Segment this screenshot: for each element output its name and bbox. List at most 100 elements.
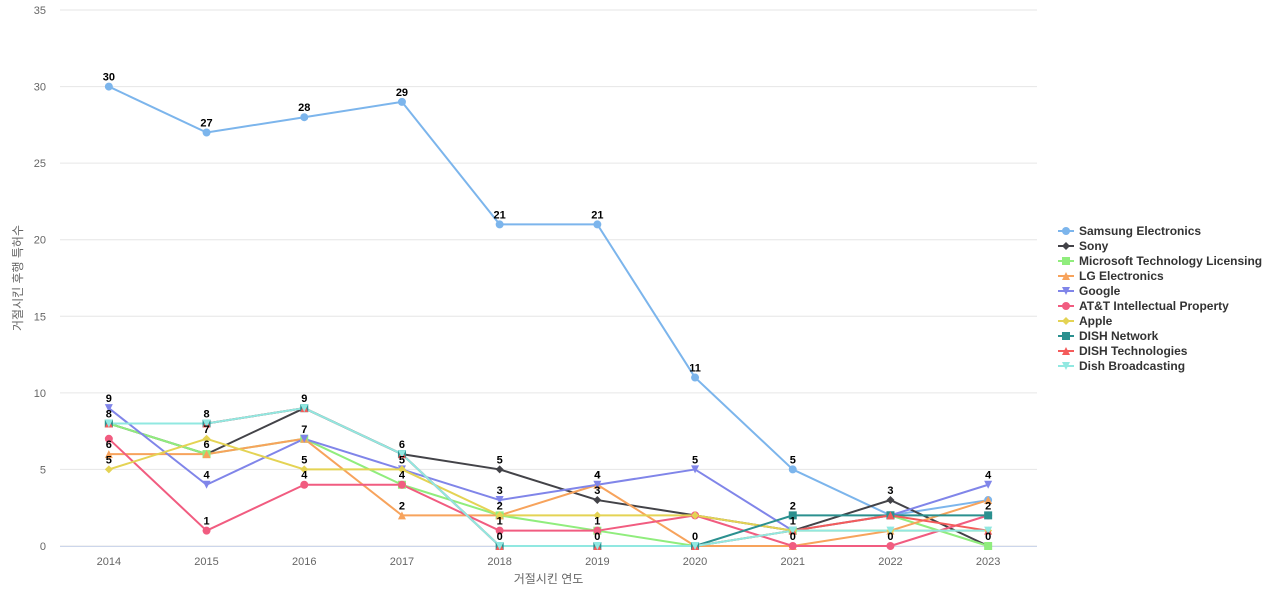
legend-label: Dish Broadcasting: [1079, 359, 1185, 373]
data-point-google[interactable]: [495, 496, 504, 505]
x-tick-label: 2014: [97, 556, 121, 568]
data-point-dish-broadcasting[interactable]: [886, 526, 895, 535]
data-point-dish-broadcasting[interactable]: [300, 404, 309, 413]
data-point-google[interactable]: [202, 480, 211, 489]
data-point-lg-electronics[interactable]: [984, 496, 993, 505]
data-point-lg-electronics[interactable]: [202, 450, 211, 459]
data-point-dish-broadcasting[interactable]: [104, 419, 113, 428]
data-label-samsung-electronics: 29: [396, 87, 408, 99]
data-point-apple[interactable]: [691, 511, 700, 520]
series-line-dish-broadcasting[interactable]: [108, 407, 989, 547]
data-label-sony: 3: [887, 485, 893, 497]
data-point-dish-broadcasting[interactable]: [593, 542, 602, 550]
data-label-lg-electronics: 4: [594, 470, 601, 482]
legend-item-apple[interactable]: Apple: [1058, 314, 1113, 328]
data-point-dish-network[interactable]: [984, 511, 993, 520]
data-point-google[interactable]: [300, 434, 309, 443]
data-point-lg-electronics[interactable]: [104, 450, 113, 459]
legend-symbol[interactable]: [1062, 347, 1070, 355]
y-tick-label: 0: [40, 541, 46, 553]
series-line-dish-technologies[interactable]: [108, 407, 989, 547]
data-label-samsung-electronics: 27: [200, 118, 212, 130]
data-point-sony[interactable]: [886, 496, 895, 505]
data-label-sony: 5: [497, 454, 503, 466]
data-point-samsung-electronics[interactable]: [788, 465, 797, 474]
data-point-at-t-intellectual-property[interactable]: [104, 434, 113, 443]
series-line-dish-network[interactable]: [108, 407, 989, 547]
data-point-samsung-electronics[interactable]: [202, 128, 211, 137]
data-point-google[interactable]: [691, 465, 700, 474]
legend-symbol[interactable]: [1062, 272, 1070, 280]
legend-symbol[interactable]: [1062, 362, 1070, 370]
data-point-dish-broadcasting[interactable]: [984, 526, 993, 535]
data-label-samsung-electronics: 21: [591, 209, 603, 221]
data-point-dish-broadcasting[interactable]: [691, 542, 700, 550]
data-point-samsung-electronics[interactable]: [397, 97, 406, 106]
series-line-lg-electronics[interactable]: [108, 437, 989, 547]
data-point-at-t-intellectual-property[interactable]: [788, 542, 797, 550]
data-label-apple: 7: [203, 424, 209, 436]
data-point-apple[interactable]: [104, 465, 113, 474]
data-label-google: 4: [203, 470, 210, 482]
data-point-dish-network[interactable]: [788, 511, 797, 520]
data-point-apple[interactable]: [593, 511, 602, 520]
legend-item-sony[interactable]: Sony: [1058, 239, 1109, 253]
data-point-at-t-intellectual-property[interactable]: [397, 480, 406, 489]
data-point-dish-broadcasting[interactable]: [397, 450, 406, 459]
data-point-sony[interactable]: [495, 465, 504, 474]
data-point-google[interactable]: [104, 404, 113, 413]
legend-symbol[interactable]: [1062, 302, 1070, 310]
data-point-apple[interactable]: [495, 511, 504, 520]
series-line-sony[interactable]: [108, 407, 989, 547]
legend-item-dish-network[interactable]: DISH Network: [1058, 329, 1159, 343]
data-label-at-t-intellectual-property: 1: [594, 516, 600, 528]
legend-symbol[interactable]: [1062, 287, 1070, 295]
data-point-samsung-electronics[interactable]: [691, 373, 700, 382]
legend-symbol[interactable]: [1062, 257, 1070, 265]
legend-item-dish-technologies[interactable]: DISH Technologies: [1058, 344, 1188, 358]
legend-label: Apple: [1079, 314, 1113, 328]
data-point-dish-broadcasting[interactable]: [788, 526, 797, 535]
data-point-at-t-intellectual-property[interactable]: [202, 526, 211, 535]
data-point-samsung-electronics[interactable]: [495, 220, 504, 229]
legend-item-microsoft-technology-licensing[interactable]: Microsoft Technology Licensing: [1058, 254, 1262, 268]
data-point-at-t-intellectual-property[interactable]: [886, 542, 895, 550]
data-point-dish-broadcasting[interactable]: [495, 542, 504, 550]
legend-item-at-t-intellectual-property[interactable]: AT&T Intellectual Property: [1058, 299, 1229, 313]
legend-symbol[interactable]: [1062, 227, 1070, 235]
x-tick-label: 2023: [976, 556, 1000, 568]
gridlines: [60, 9, 1037, 547]
legend-label: LG Electronics: [1079, 269, 1164, 283]
x-tick-label: 2018: [487, 556, 511, 568]
data-point-samsung-electronics[interactable]: [593, 220, 602, 229]
data-point-google[interactable]: [984, 480, 993, 489]
series-line-at-t-intellectual-property[interactable]: [108, 438, 989, 547]
data-point-apple[interactable]: [300, 465, 309, 474]
legend-item-google[interactable]: Google: [1058, 284, 1121, 298]
legend-symbol[interactable]: [1062, 317, 1070, 325]
data-point-samsung-electronics[interactable]: [300, 113, 309, 122]
data-point-samsung-electronics[interactable]: [104, 82, 113, 91]
data-label-dish-network: 0: [594, 531, 600, 543]
data-point-dish-broadcasting[interactable]: [202, 419, 211, 428]
data-point-lg-electronics[interactable]: [397, 511, 406, 520]
data-point-sony[interactable]: [593, 496, 602, 505]
legend-symbol[interactable]: [1062, 242, 1070, 250]
series-line-samsung-electronics[interactable]: [108, 85, 989, 517]
data-label-at-t-intellectual-property: 1: [203, 516, 209, 528]
data-point-apple[interactable]: [397, 465, 406, 474]
legend-item-lg-electronics[interactable]: LG Electronics: [1058, 269, 1164, 283]
legend-item-dish-broadcasting[interactable]: Dish Broadcasting: [1058, 359, 1185, 373]
data-point-dish-technologies[interactable]: [886, 511, 895, 520]
legend-symbol[interactable]: [1062, 332, 1070, 340]
data-point-apple[interactable]: [202, 434, 211, 443]
data-point-google[interactable]: [593, 480, 602, 489]
legend-item-samsung-electronics[interactable]: Samsung Electronics: [1058, 224, 1201, 238]
data-label-at-t-intellectual-property: 4: [301, 470, 308, 482]
data-point-at-t-intellectual-property[interactable]: [593, 526, 602, 535]
data-point-at-t-intellectual-property[interactable]: [300, 480, 309, 489]
data-point-at-t-intellectual-property[interactable]: [495, 526, 504, 535]
data-label-at-t-intellectual-property: 1: [497, 516, 503, 528]
data-point-microsoft-technology-licensing[interactable]: [984, 542, 993, 550]
